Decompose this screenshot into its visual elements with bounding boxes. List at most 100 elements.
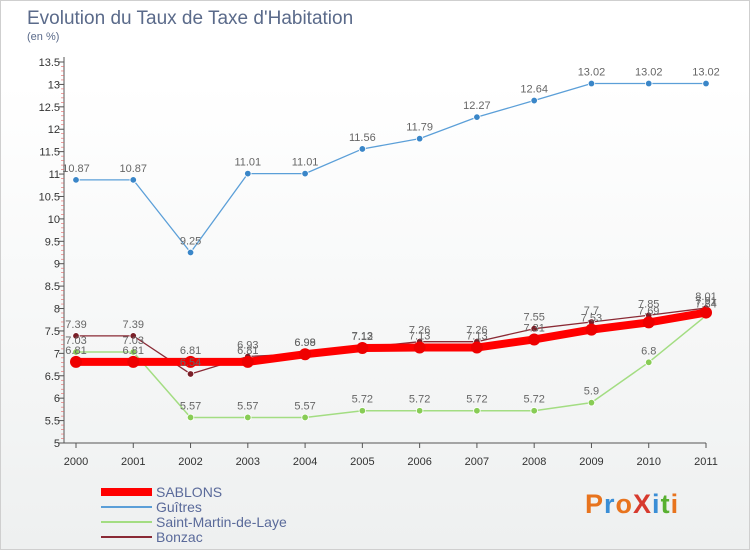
chart-title: Evolution du Taux de Taxe d'Habitation: [27, 8, 354, 29]
legend-label: SABLONS: [156, 484, 223, 500]
data-label: 11.79: [406, 122, 433, 134]
logo-letter: t: [660, 489, 671, 519]
logo-letter: i: [670, 489, 680, 519]
data-point: [473, 407, 481, 415]
y-tick-label: 12.5: [39, 102, 60, 114]
logo-letter: r: [604, 489, 616, 519]
data-label: 11.01: [292, 157, 319, 169]
y-tick-label: 5.5: [45, 416, 60, 428]
data-point: [587, 79, 596, 88]
data-label: 10.87: [120, 163, 148, 175]
data-point: [642, 316, 655, 329]
data-point: [415, 134, 424, 143]
data-label: 7.03: [123, 335, 144, 347]
series-gu-tres: [72, 79, 710, 257]
data-point: [301, 413, 309, 422]
data-label: 5.57: [294, 400, 315, 412]
legend-swatch: [101, 488, 152, 496]
data-label: 12.64: [520, 84, 548, 96]
x-tick-label: 2001: [121, 456, 145, 468]
legend-swatch: [101, 506, 152, 508]
y-tick-label: 11: [49, 169, 60, 181]
data-point: [72, 348, 80, 356]
x-tick-label: 2000: [64, 456, 88, 468]
data-point: [186, 413, 195, 422]
data-point: [127, 355, 140, 368]
logo-letter: X: [633, 489, 653, 519]
data-label: 12.27: [463, 100, 491, 112]
legend-swatch: [101, 536, 152, 538]
data-point: [587, 398, 596, 407]
x-tick-label: 2003: [236, 456, 260, 468]
y-tick-label: 8.5: [45, 281, 60, 293]
series-saint-martin-de-laye: [72, 312, 710, 422]
data-point: [413, 341, 426, 354]
data-label: 5.72: [352, 394, 373, 406]
data-label: 6.81: [237, 345, 258, 357]
data-label: 9.25: [180, 236, 201, 248]
data-point: [356, 341, 369, 354]
data-point: [530, 325, 538, 333]
y-tick-label: 10: [48, 214, 60, 226]
data-label: 13.02: [692, 67, 720, 79]
data-label: 6.8: [641, 345, 656, 357]
data-label: 5.72: [523, 394, 544, 406]
x-tick-label: 2005: [350, 456, 374, 468]
data-label: 6.99: [294, 337, 315, 349]
legend-label: Guîtres: [156, 499, 202, 515]
data-label: 7.26: [409, 325, 430, 337]
data-label: 10.87: [62, 163, 90, 175]
data-point: [358, 407, 367, 415]
data-label: 7.13: [409, 331, 430, 343]
data-label: 7.13: [352, 331, 373, 343]
data-label: 6.98: [294, 337, 315, 349]
chart-subtitle: (en %): [27, 31, 60, 43]
data-label: 7.12: [352, 331, 373, 343]
data-point: [186, 370, 195, 378]
data-label: 13.02: [578, 67, 606, 79]
data-label: 8.01: [695, 291, 716, 303]
y-tick-label: 13: [48, 79, 60, 91]
y-tick-label: 10.5: [39, 191, 60, 203]
data-labels: 10.87 10.87 9.25 11.01 11.01 11.56 11.79 12.27 1…: [62, 67, 720, 413]
data-point: [358, 145, 367, 153]
y-tick-label: 7: [54, 348, 60, 360]
data-point: [700, 306, 712, 319]
data-label: 7.03: [65, 335, 86, 347]
data-point: [299, 348, 312, 361]
data-label: 5.57: [237, 400, 258, 412]
data-label: 5.9: [584, 386, 599, 398]
data-point: [645, 79, 653, 88]
data-point: [244, 413, 252, 422]
data-point: [70, 355, 82, 368]
data-label: 7.31: [523, 322, 544, 334]
data-label: 5.72: [409, 394, 430, 406]
axes: 5 5.5 6 6.5 7 7.5 8 8.5 9 9.5 10 10.5 11 11.5 12 12.5 13…: [39, 57, 718, 468]
data-point: [645, 358, 653, 367]
data-label: 6.81: [123, 345, 144, 357]
data-point: [585, 323, 598, 336]
data-point: [470, 341, 483, 354]
series-bonzac: [72, 304, 710, 378]
x-tick-label: 2007: [465, 456, 489, 468]
series-line: [75, 82, 707, 254]
data-point: [301, 169, 309, 178]
x-tick-label: 2008: [522, 456, 546, 468]
data-label: 7.85: [638, 298, 659, 310]
data-label: 6.54: [180, 357, 201, 369]
data-point: [72, 332, 80, 340]
data-label: 7.84: [695, 299, 716, 311]
data-point: [241, 355, 254, 368]
data-label: 7.91: [695, 296, 716, 308]
data-point: [184, 355, 197, 368]
x-tick-label: 2010: [636, 456, 660, 468]
logo-letter: i: [652, 489, 661, 519]
data-label: 11.56: [349, 132, 376, 144]
y-tick-label: 12: [48, 124, 60, 136]
data-label: 6.93: [237, 339, 258, 351]
logo-letter: o: [615, 489, 634, 519]
y-tick-label: 5: [54, 438, 60, 450]
data-label: 7.69: [638, 305, 659, 317]
data-label: 5.57: [180, 400, 201, 412]
